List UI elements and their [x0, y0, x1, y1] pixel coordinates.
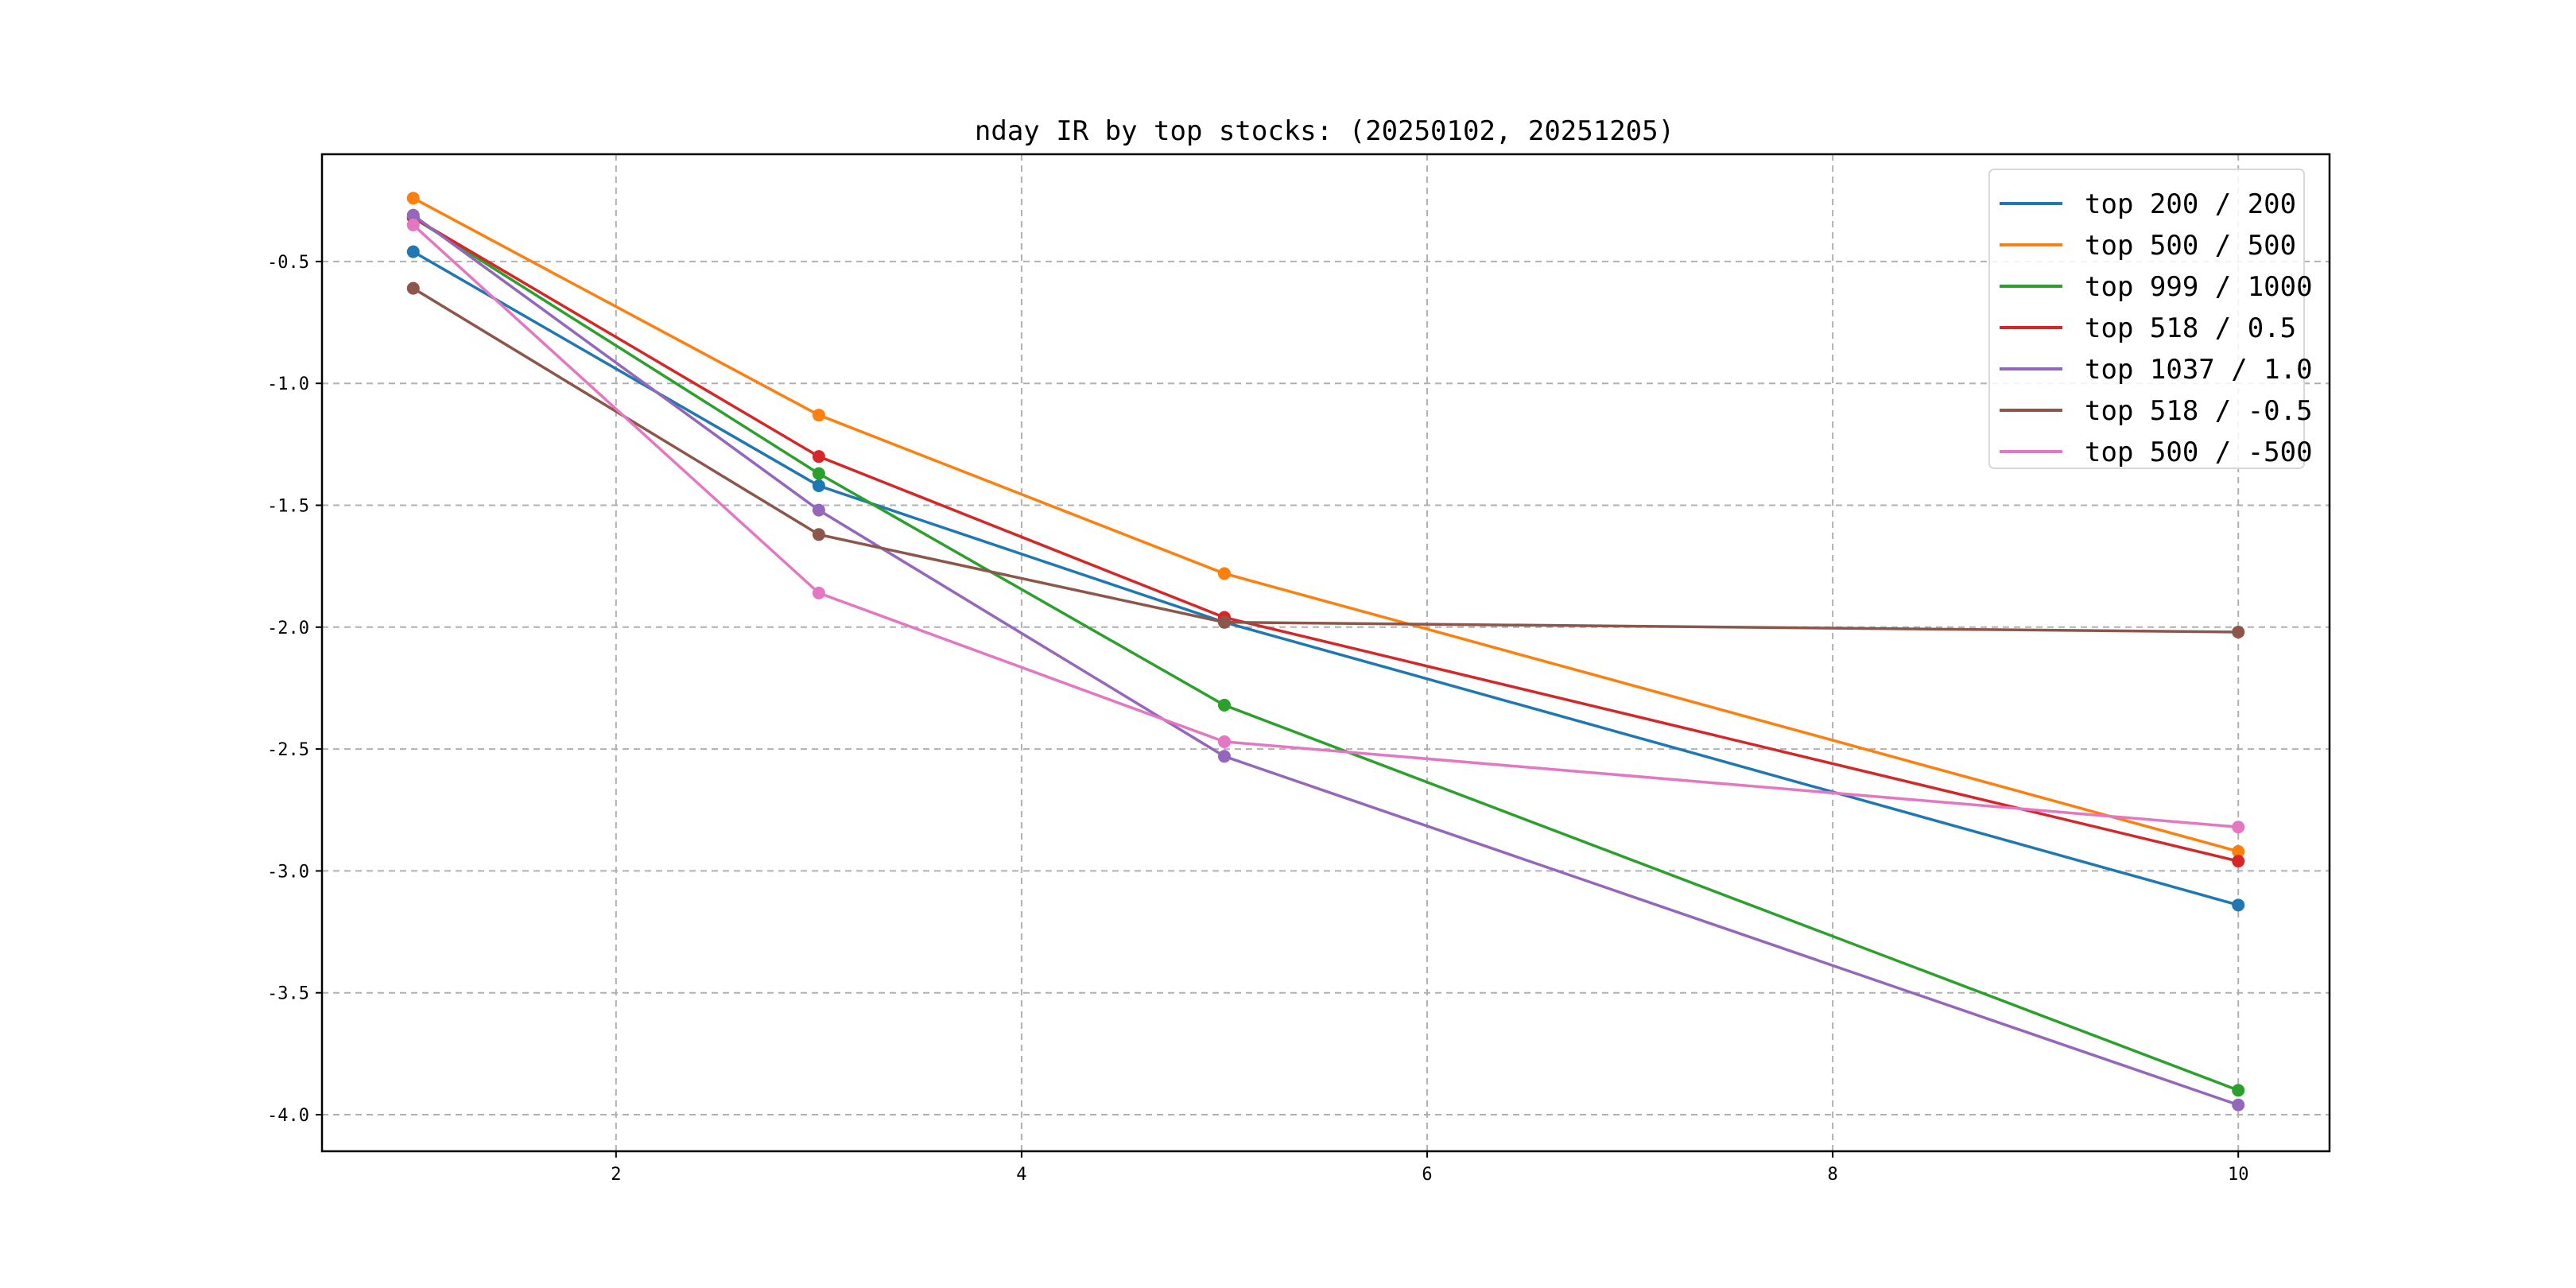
legend-item: top 518 / 0.5	[2000, 312, 2296, 344]
data-point	[1217, 698, 1231, 712]
data-point	[406, 192, 420, 205]
series-line	[412, 216, 2239, 1092]
data-point	[812, 450, 825, 464]
data-point	[2232, 855, 2245, 868]
legend-item: top 518 / -0.5	[2000, 395, 2313, 427]
series-line	[412, 214, 2239, 1107]
series-group	[406, 192, 2245, 1111]
chart-title: nday IR by top stocks: (20250102, 202512…	[975, 115, 1674, 147]
y-tick-label: -2.0	[267, 619, 309, 638]
data-point	[1217, 750, 1231, 763]
data-point	[406, 218, 420, 231]
legend-box	[1988, 169, 2305, 469]
y-tick-label: -4.0	[267, 1106, 309, 1126]
y-tick-label: -1.5	[267, 497, 309, 517]
data-point	[812, 586, 825, 599]
series-line	[412, 223, 2239, 828]
data-point	[812, 467, 825, 480]
y-tick-label: -0.5	[267, 253, 309, 273]
data-point	[406, 281, 420, 295]
legend: top 200 / 200 top 500 / 500 top 999 / 1000…	[1988, 169, 2313, 469]
data-point	[812, 479, 825, 492]
data-point	[812, 503, 825, 517]
x-axis: 2 4 6 8 10	[611, 1151, 2248, 1185]
data-point	[2232, 844, 2245, 858]
series-1	[406, 192, 2245, 858]
plot-frame	[320, 153, 2331, 1153]
series-4	[406, 208, 2245, 1111]
legend-label: top 200 / 200	[2085, 188, 2296, 220]
data-point	[812, 528, 825, 541]
series-2	[406, 211, 2245, 1097]
x-tick-label: 6	[1422, 1165, 1432, 1185]
y-tick-label: -3.0	[267, 862, 309, 882]
y-axis: -0.5 -1.0 -1.5 -2.0 -2.5 -3.0 -3.5 -4.0	[267, 253, 322, 1126]
data-point	[1217, 735, 1231, 748]
data-point	[406, 208, 420, 222]
series-3	[406, 211, 2245, 868]
y-tick-label: -2.5	[267, 740, 309, 760]
data-point	[1217, 615, 1231, 629]
legend-item: top 500 / -500	[2000, 436, 2313, 468]
y-tick-label: -1.0	[267, 374, 309, 394]
legend-item: top 1037 / 1.0	[2000, 354, 2313, 386]
data-point	[406, 245, 420, 258]
data-point	[1217, 567, 1231, 580]
legend-label: top 999 / 1000	[2085, 271, 2313, 303]
data-point	[2232, 1084, 2245, 1097]
series-line	[412, 287, 2239, 634]
data-point	[2232, 898, 2245, 912]
legend-label: top 500 / 500	[2085, 230, 2296, 262]
x-tick-label: 10	[2228, 1165, 2249, 1185]
series-line	[412, 196, 2239, 853]
y-tick-label: -3.5	[267, 984, 309, 1004]
series-line	[412, 250, 2239, 907]
x-tick-label: 8	[1828, 1165, 1838, 1185]
legend-item: top 500 / 500	[2000, 230, 2296, 262]
series-line	[412, 216, 2239, 863]
series-5	[406, 281, 2245, 638]
x-tick-label: 2	[611, 1165, 621, 1185]
data-point	[2232, 625, 2245, 638]
legend-label: top 500 / -500	[2085, 436, 2313, 468]
legend-label: top 1037 / 1.0	[2085, 354, 2313, 386]
series-0	[406, 245, 2245, 912]
legend-label: top 518 / 0.5	[2085, 312, 2296, 344]
legend-item: top 200 / 200	[2000, 188, 2296, 220]
data-point	[2232, 1098, 2245, 1111]
data-point	[2232, 821, 2245, 834]
x-tick-label: 4	[1016, 1165, 1026, 1185]
legend-item: top 999 / 1000	[2000, 271, 2313, 303]
series-6	[406, 218, 2245, 834]
legend-label: top 518 / -0.5	[2085, 395, 2313, 427]
data-point	[812, 409, 825, 422]
